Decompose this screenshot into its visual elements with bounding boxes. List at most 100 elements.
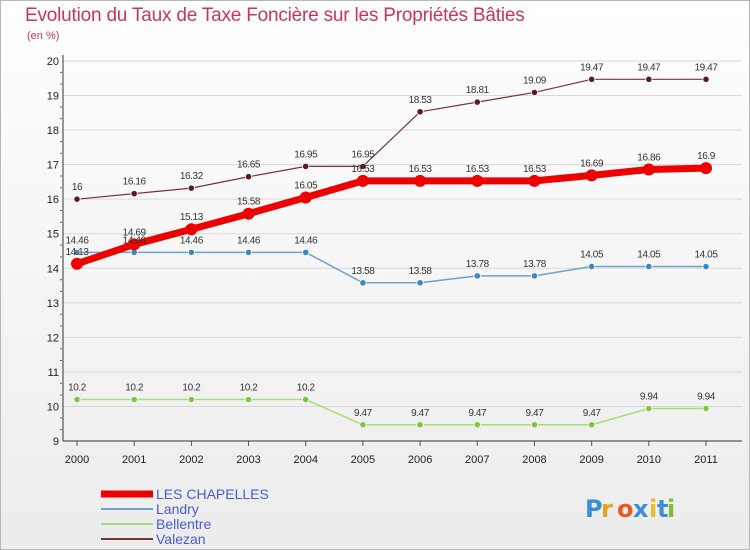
data-point bbox=[528, 174, 541, 187]
y-tick-label: 9 bbox=[53, 436, 59, 448]
data-point bbox=[187, 184, 195, 192]
data-label: 14.69 bbox=[123, 227, 147, 238]
data-point bbox=[302, 248, 310, 256]
data-label: 19.47 bbox=[580, 62, 604, 73]
logo-letter: o bbox=[617, 495, 634, 523]
legend-label: Bellentre bbox=[156, 516, 211, 532]
logo-letter: i bbox=[667, 495, 675, 523]
data-label: 9.47 bbox=[468, 408, 487, 419]
data-label: 16.53 bbox=[466, 164, 490, 175]
data-point bbox=[71, 257, 83, 270]
series-line-landry bbox=[76, 251, 707, 284]
data-label: 9.47 bbox=[411, 408, 430, 419]
data-label: 9.94 bbox=[640, 392, 659, 403]
data-label: 14.05 bbox=[637, 250, 661, 261]
data-label: 13.58 bbox=[409, 266, 433, 277]
data-label: 18.53 bbox=[409, 95, 433, 106]
data-label: 16 bbox=[72, 182, 83, 193]
data-point bbox=[359, 162, 367, 170]
data-point bbox=[244, 173, 253, 181]
grid bbox=[63, 60, 742, 407]
data-point bbox=[702, 75, 710, 83]
data-point bbox=[185, 223, 198, 236]
data-point bbox=[530, 88, 539, 97]
data-label: 9.47 bbox=[526, 408, 545, 419]
data-point bbox=[588, 262, 596, 271]
data-label: 13.58 bbox=[351, 266, 375, 277]
data-label: 14.46 bbox=[237, 235, 261, 246]
data-label: 10.2 bbox=[68, 383, 87, 394]
x-tick-label: 2000 bbox=[65, 454, 89, 466]
data-point bbox=[588, 421, 596, 429]
x-tick-label: 2004 bbox=[293, 454, 317, 466]
data-point bbox=[359, 421, 367, 429]
data-label: 14.46 bbox=[123, 235, 147, 246]
data-label: 16.95 bbox=[351, 149, 375, 160]
legend-label: Valezan bbox=[156, 531, 206, 547]
data-point bbox=[471, 174, 484, 187]
data-point bbox=[416, 108, 424, 116]
data-label: 16.32 bbox=[180, 171, 204, 182]
y-tick-label: 13 bbox=[47, 298, 59, 310]
data-point bbox=[73, 395, 81, 404]
data-point bbox=[645, 404, 653, 413]
data-label: 10.2 bbox=[297, 383, 316, 394]
data-label: 10.2 bbox=[182, 383, 201, 394]
data-label: 14.46 bbox=[294, 235, 318, 246]
proxiti-logo: Pr o x i ti bbox=[585, 495, 675, 523]
data-label: 10.2 bbox=[125, 383, 144, 394]
x-tick-label: 2008 bbox=[522, 454, 546, 466]
data-point bbox=[473, 272, 481, 280]
series-line-les-chapelles bbox=[73, 164, 710, 268]
data-label: 10.2 bbox=[240, 383, 259, 394]
data-point bbox=[73, 248, 81, 256]
series-group bbox=[71, 75, 712, 429]
y-tick-label: 20 bbox=[47, 56, 59, 68]
y-tick-label: 15 bbox=[47, 229, 59, 241]
y-tick-label: 19 bbox=[47, 91, 59, 103]
x-tick-label: 2002 bbox=[179, 454, 203, 466]
chart-subtitle: (en %) bbox=[27, 30, 60, 42]
y-tick-label: 10 bbox=[47, 401, 59, 413]
data-point bbox=[473, 421, 481, 429]
data-point bbox=[299, 191, 312, 204]
data-labels: 16 16.16 16.32 16.65 16.95 16.95 18.53 18.81 19.… bbox=[65, 62, 718, 418]
data-point bbox=[356, 174, 369, 187]
logo-letter: P bbox=[585, 495, 603, 523]
logo-letter: i bbox=[649, 495, 657, 523]
series-line-bellentre bbox=[76, 398, 707, 426]
x-tick-label: 2009 bbox=[579, 454, 603, 466]
data-label: 14.05 bbox=[580, 250, 604, 261]
y-tick-label: 17 bbox=[47, 160, 59, 172]
logo-letter: x bbox=[633, 495, 649, 523]
data-label: 16.69 bbox=[580, 158, 604, 169]
data-label: 19.47 bbox=[637, 62, 661, 73]
data-label: 16.53 bbox=[523, 164, 547, 175]
data-label: 16.53 bbox=[409, 164, 433, 175]
x-tick-label: 2010 bbox=[637, 454, 661, 466]
y-tick-label: 18 bbox=[47, 125, 59, 137]
data-point bbox=[642, 163, 655, 176]
x-tick-label: 2003 bbox=[236, 454, 260, 466]
data-label: 9.47 bbox=[354, 408, 373, 419]
data-point bbox=[130, 395, 138, 404]
data-label: 18.81 bbox=[466, 85, 490, 96]
y-tick-label: 14 bbox=[47, 263, 59, 275]
y-tick-label: 12 bbox=[47, 332, 59, 344]
chart-title: Evolution du Taux de Taxe Foncière sur l… bbox=[25, 5, 525, 26]
data-label: 13.78 bbox=[523, 259, 547, 270]
axes: 9 10 11 12 13 14 15 16 17 18 19 20 2000 2001 2002 2003 2… bbox=[47, 55, 742, 466]
y-tick-label: 11 bbox=[48, 367, 59, 379]
data-label: 16.65 bbox=[237, 160, 261, 171]
data-label: 16.9 bbox=[697, 151, 716, 162]
data-point bbox=[187, 248, 195, 256]
legend-label: Landry bbox=[156, 501, 199, 517]
data-point bbox=[244, 395, 253, 404]
data-point bbox=[645, 262, 653, 271]
data-label: 9.94 bbox=[697, 392, 716, 403]
y-tick-label: 16 bbox=[47, 194, 59, 206]
x-tick-label: 2011 bbox=[694, 454, 718, 466]
data-point bbox=[702, 262, 710, 271]
